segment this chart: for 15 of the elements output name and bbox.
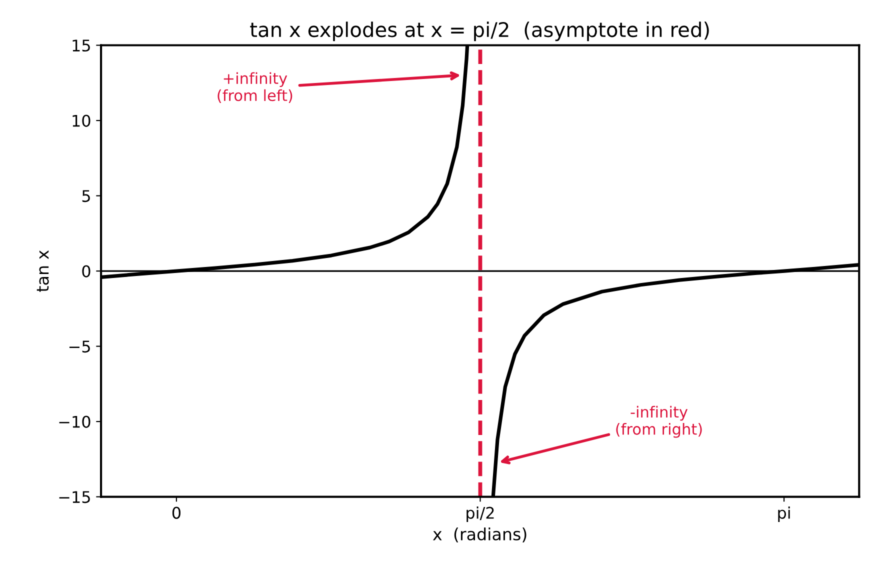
- annotation: +infinity (from left): [218, 72, 292, 103]
- y-tick-label: 15: [72, 40, 90, 52]
- y-axis-title: tan x: [36, 250, 49, 292]
- y-tick-label: −5: [69, 340, 90, 353]
- chart-title: tan x explodes at x = pi/2 (asymptote in red): [250, 22, 709, 42]
- y-tick-label: 10: [72, 114, 90, 127]
- x-tick-label: pi: [778, 506, 790, 522]
- annotation: -infinity (from right): [616, 406, 702, 438]
- x-tick-label: 0: [172, 506, 180, 519]
- y-tick-label: −10: [59, 416, 90, 428]
- y-tick-label: 5: [82, 190, 90, 202]
- x-axis-title: x (radians): [432, 528, 526, 542]
- y-tick-label: 0: [82, 265, 90, 278]
- y-tick-label: −15: [59, 491, 90, 504]
- x-tick-label: pi/2: [466, 506, 494, 522]
